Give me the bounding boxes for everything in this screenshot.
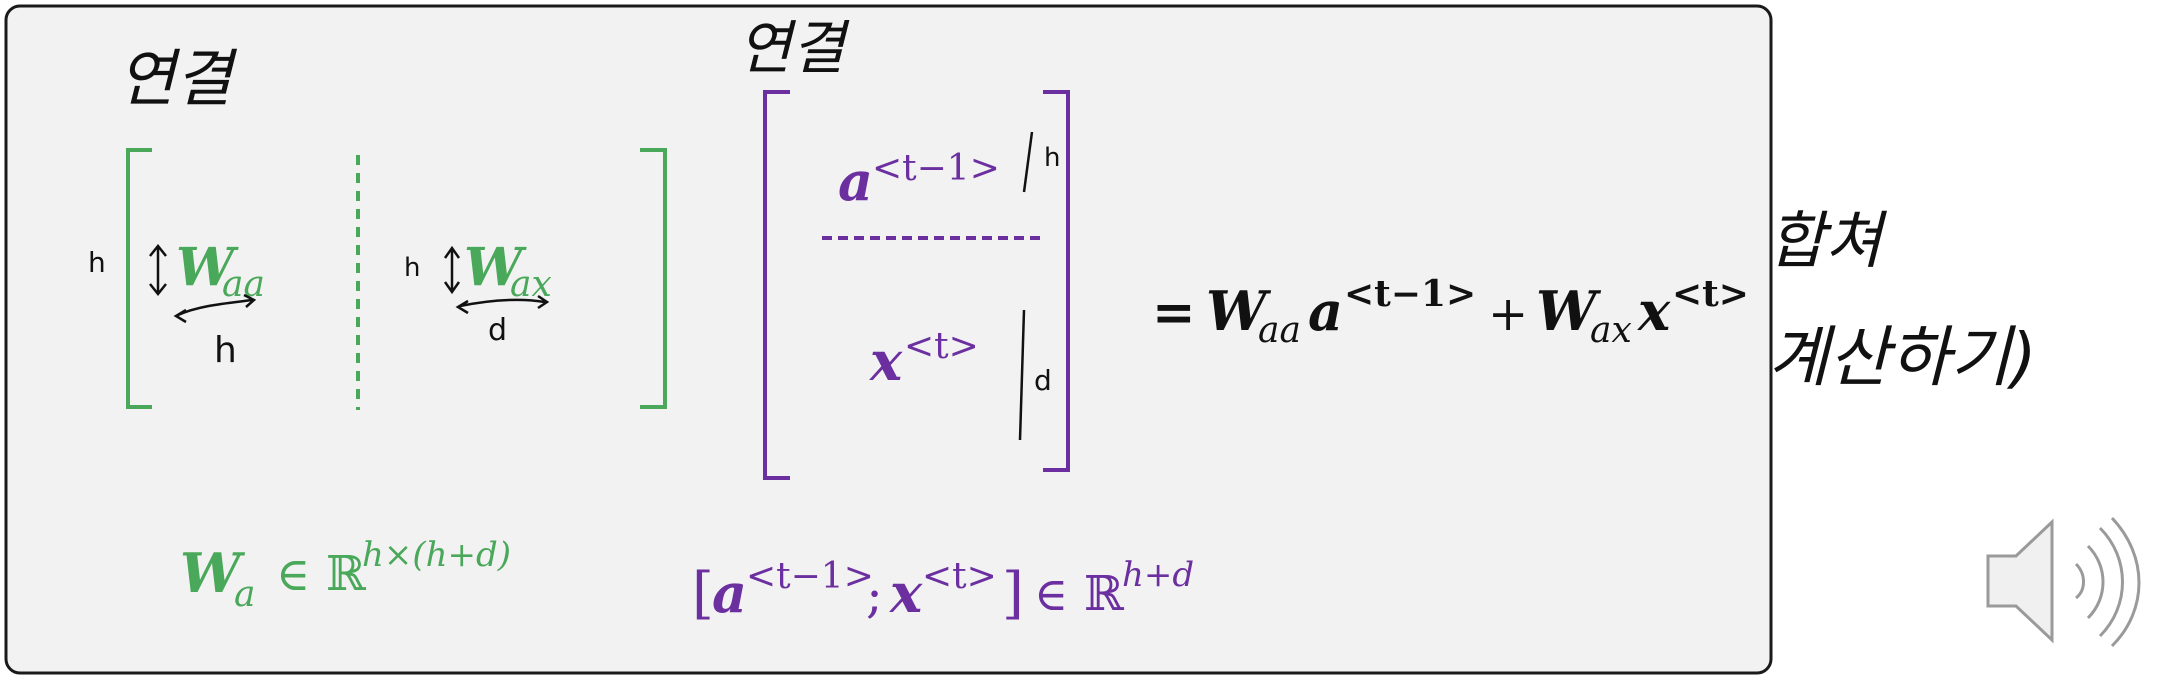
wax-height-mark: h: [404, 253, 420, 283]
speaker-wave-medium: [2086, 544, 2105, 620]
equation-waa: W: [1206, 279, 1272, 343]
vector-x-symbol: x: [869, 329, 903, 393]
caption-wa-exponent: h×(h+d): [362, 535, 511, 575]
equation-wax: W: [1536, 279, 1602, 343]
speaker-wave-outer: [2110, 516, 2141, 648]
a-size-bar: [1022, 131, 1034, 193]
speaker-body: [1986, 518, 2054, 644]
caption-open-bracket: [: [692, 561, 714, 626]
green-right-bracket: [640, 148, 667, 409]
speaker-wave-small: [2074, 562, 2085, 600]
x-size-bar: [1018, 309, 1026, 441]
equation-plus: +: [1488, 286, 1528, 342]
caption-close-bracket: ]: [1002, 561, 1024, 626]
caption-wa-in: ∈: [276, 547, 310, 601]
speaker-wave-large: [2098, 526, 2124, 638]
caption-x-superscript: <t>: [922, 556, 997, 597]
x-size-mark: d: [1034, 364, 1052, 397]
handwritten-note-left: 연결: [118, 42, 238, 115]
vector-a-symbol: a: [838, 149, 873, 213]
waa-symbol: W: [176, 237, 239, 298]
purple-caption: [ a <t−1> ; x <t> ] ∈ ℝ h+d: [692, 555, 1194, 626]
waa-height-arrow: [149, 243, 167, 297]
caption-wa-symbol: W: [180, 541, 246, 605]
equation-a: a: [1308, 279, 1343, 343]
equation-waa-sub: aa: [1258, 310, 1301, 351]
caption-a-superscript: <t−1>: [746, 556, 874, 597]
handwritten-note-middle: 연결: [738, 14, 850, 82]
green-left-bracket: [126, 148, 152, 409]
green-block-matrix: W aa h h W ax h d: [88, 148, 667, 410]
equation-x: x: [1637, 279, 1671, 343]
purple-stacked-vector: a <t−1> h x <t> d: [763, 90, 1070, 480]
handwritten-note-right-line1: 합쳐: [1768, 204, 1887, 277]
wax-width-arrow: [455, 294, 550, 315]
equation-wax-sub: ax: [1590, 310, 1632, 351]
equation-equals: =: [1152, 282, 1196, 343]
waa-subscript: aa: [222, 264, 265, 305]
vector-a-superscript: <t−1>: [872, 148, 1000, 189]
a-size-mark: h: [1044, 143, 1060, 173]
equation-a-sup: <t−1>: [1344, 273, 1476, 315]
purple-left-bracket: [763, 90, 790, 480]
caption-separator: ;: [866, 566, 883, 624]
caption-a-symbol: a: [712, 561, 747, 625]
caption-x-symbol: x: [889, 561, 923, 625]
purple-right-bracket: [1043, 90, 1070, 472]
speaker-volume-icon[interactable]: [1986, 516, 2141, 648]
green-caption: W a ∈ ℝ h×(h+d): [180, 535, 511, 615]
wax-subscript: ax: [510, 264, 552, 305]
wax-height-arrow: [443, 245, 461, 295]
caption-wa-subscript: a: [234, 574, 255, 615]
handwritten-note-right-line2: 계산하기): [1768, 319, 2037, 396]
expanded-equation: = W aa a <t−1> + W ax x <t>: [1152, 273, 1749, 351]
waa-width-mark: h: [214, 330, 237, 371]
equation-x-sup: <t>: [1672, 273, 1749, 315]
waa-width-arrow: [173, 293, 257, 324]
caption-wa-set: ℝ: [326, 546, 366, 602]
caption-set: ℝ: [1084, 566, 1124, 622]
caption-exponent: h+d: [1122, 555, 1194, 595]
wax-width-mark: d: [488, 313, 507, 348]
content-panel: [4, 4, 1773, 675]
caption-in: ∈: [1034, 567, 1068, 621]
wax-symbol: W: [464, 237, 527, 298]
vector-x-superscript: <t>: [904, 326, 979, 367]
waa-height-mark: h: [88, 246, 106, 279]
